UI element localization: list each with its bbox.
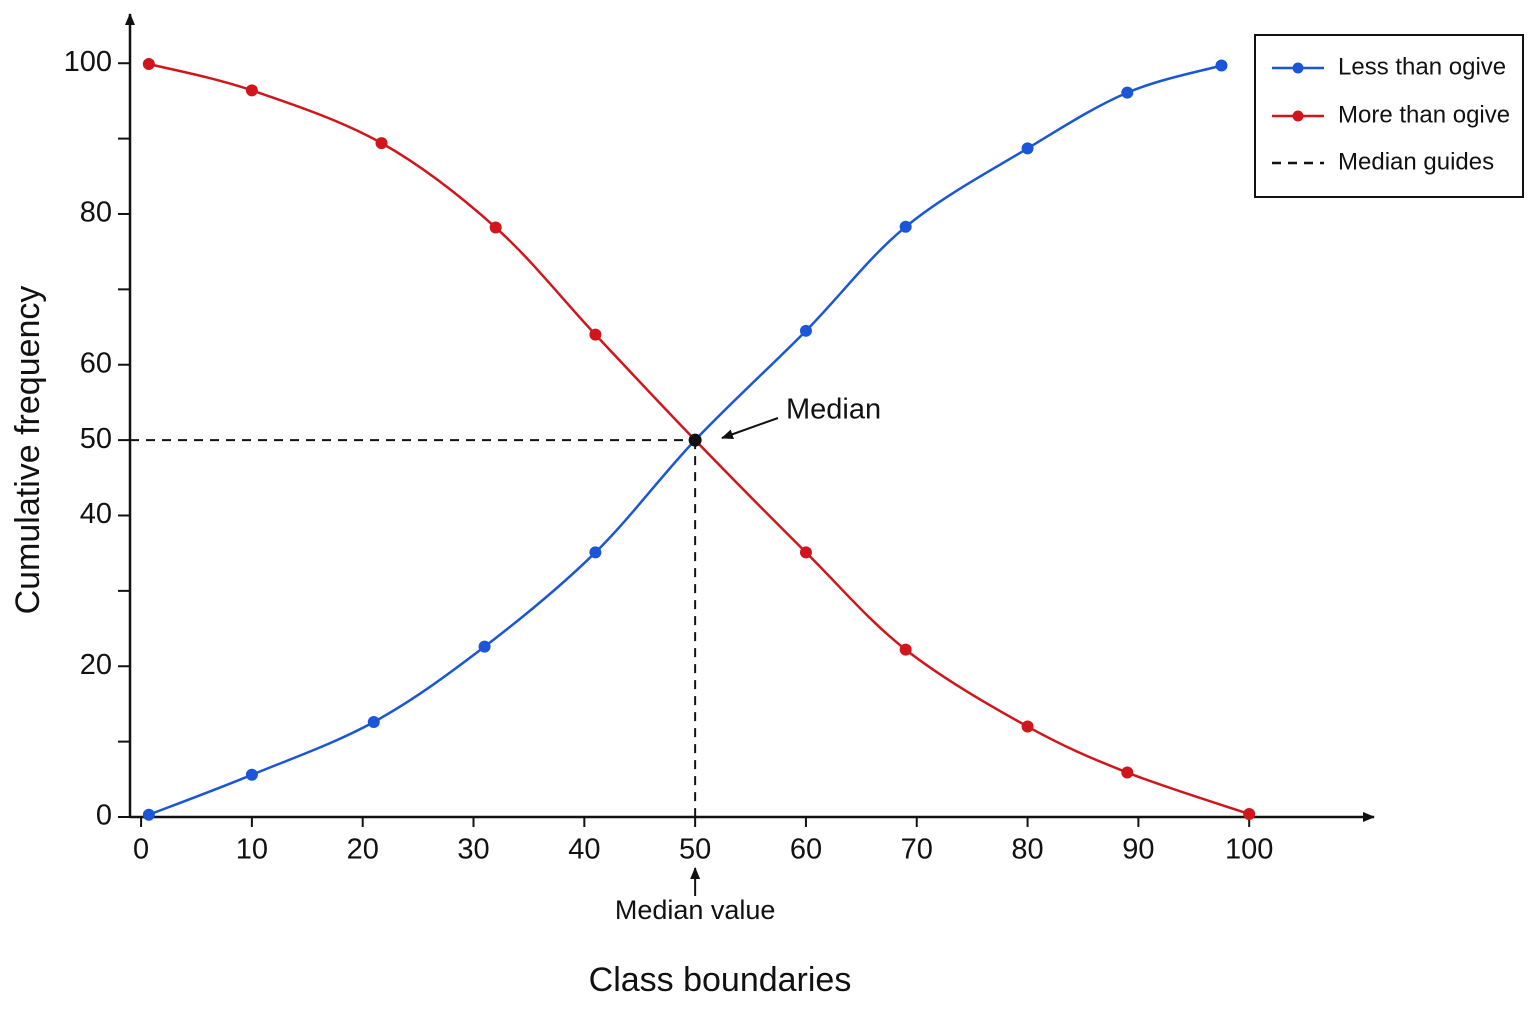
- median-point: [688, 433, 702, 447]
- ogive-point: [1243, 807, 1256, 820]
- ogive-point: [1021, 142, 1034, 155]
- ogive-point: [375, 137, 388, 150]
- y-axis-label: Cumulative frequency: [9, 286, 47, 615]
- ogive-point: [489, 221, 502, 234]
- median-arrow: [721, 417, 779, 440]
- ogive-point: [367, 716, 380, 729]
- ogive-point: [142, 808, 155, 821]
- ogive-point: [245, 84, 258, 97]
- x-tick-label: 10: [236, 834, 268, 866]
- median-label: Median: [786, 394, 881, 426]
- ogive-point: [899, 220, 912, 233]
- y-tick-label: 60: [80, 347, 112, 379]
- x-tick-label: 30: [457, 834, 489, 866]
- ogive-point: [799, 324, 812, 337]
- x-axis-label: Class boundaries: [589, 961, 852, 999]
- ogive-point: [1215, 59, 1228, 72]
- x-tick-label: 90: [1122, 834, 1154, 866]
- ogive-point: [1121, 86, 1134, 99]
- ogive-point: [142, 57, 155, 70]
- x-tick-label: 20: [347, 834, 379, 866]
- ogive-point: [589, 328, 602, 341]
- y-tick-label: 20: [80, 649, 112, 681]
- x-tick-label: 70: [901, 834, 933, 866]
- median-value-label: Median value: [615, 895, 776, 925]
- x-tick-label: 100: [1225, 834, 1273, 866]
- legend-label: Less than ogive: [1338, 53, 1506, 80]
- ogive-point: [478, 640, 491, 653]
- ogive-point: [899, 643, 912, 656]
- legend-label: More than ogive: [1338, 101, 1510, 128]
- ogive-point: [1121, 766, 1134, 779]
- y-tick-label: 0: [96, 800, 112, 832]
- ogive-point: [589, 546, 602, 559]
- y-tick-label: 40: [80, 498, 112, 530]
- legend-marker: [1292, 62, 1304, 74]
- x-tick-label: 50: [679, 834, 711, 866]
- y-tick-label: 80: [80, 197, 112, 229]
- ogive-point: [1021, 720, 1034, 733]
- legend-label: Median guides: [1338, 148, 1494, 175]
- ogive-point: [245, 768, 258, 781]
- x-tick-label: 80: [1011, 834, 1043, 866]
- ogive-point: [799, 546, 812, 559]
- legend-marker: [1292, 110, 1304, 122]
- y-tick-label: 50: [80, 423, 112, 455]
- x-tick-label: 40: [568, 834, 600, 866]
- y-tick-label: 100: [64, 46, 112, 78]
- x-tick-label: 60: [790, 834, 822, 866]
- x-tick-label: 0: [133, 834, 149, 866]
